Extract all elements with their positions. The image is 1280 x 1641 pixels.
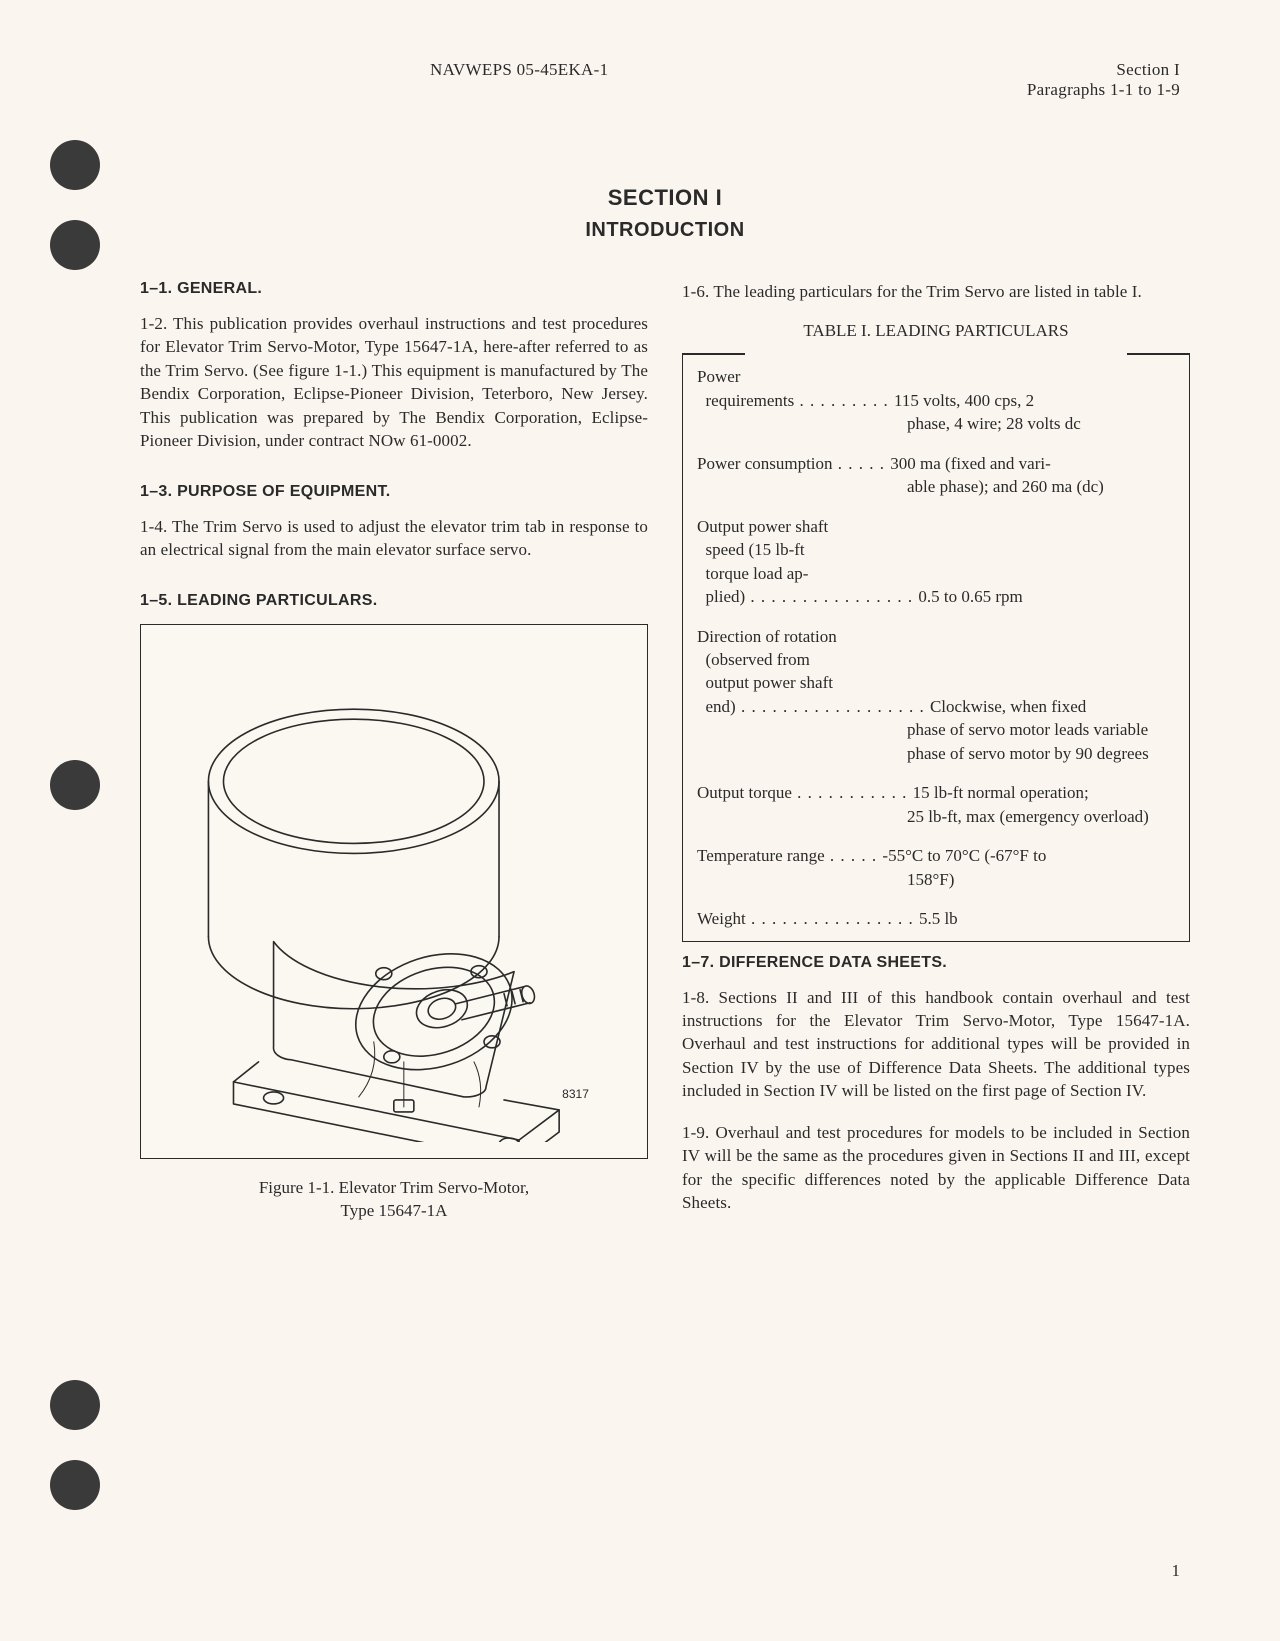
header-section-info: Section I Paragraphs 1-1 to 1-9 [1027,60,1180,100]
punch-hole [50,220,100,270]
section-title: SECTION I [140,185,1190,211]
fig-caption-line1: Figure 1-1. Elevator Trim Servo-Motor, [259,1178,529,1197]
page-header: NAVWEPS 05-45EKA-1 Section I Paragraphs … [140,60,1190,100]
table-1-title: TABLE I. LEADING PARTICULARS [682,321,1190,341]
heading-leading-particulars: 1–5. LEADING PARTICULARS. [140,592,648,610]
figure-1-1: 8317 [140,624,648,1159]
left-column: 1–1. GENERAL. 1-2. This publication prov… [140,280,648,1245]
doc-id: NAVWEPS 05-45EKA-1 [150,60,608,100]
table-entry: Weight . . . . . . . . . . . . . . . . 5… [697,907,1175,930]
para-1-4: 1-4. The Trim Servo is used to adjust th… [140,515,648,562]
page: NAVWEPS 05-45EKA-1 Section I Paragraphs … [0,0,1280,1641]
table-entry: Power requirements . . . . . . . . . 115… [697,365,1175,435]
table-1-box: Power requirements . . . . . . . . . 115… [682,353,1190,941]
section-label: Section I [1027,60,1180,80]
two-column-layout: 1–1. GENERAL. 1-2. This publication prov… [140,280,1190,1245]
table-entry: Direction of rotation (observed from out… [697,625,1175,766]
figure-ref-num: 8317 [562,1087,589,1101]
right-column: 1-6. The leading particulars for the Tri… [682,280,1190,1245]
paragraph-range: Paragraphs 1-1 to 1-9 [1027,80,1180,100]
para-1-9: 1-9. Overhaul and test procedures for mo… [682,1121,1190,1215]
table-entry: Power consumption . . . . . 300 ma (fixe… [697,452,1175,499]
punch-hole [50,1380,100,1430]
table-entry: Output power shaft speed (15 lb-ft torqu… [697,515,1175,609]
page-number: 1 [1172,1561,1181,1581]
heading-difference-data: 1–7. DIFFERENCE DATA SHEETS. [682,954,1190,972]
section-subtitle: INTRODUCTION [140,219,1190,242]
punch-hole [50,1460,100,1510]
heading-general: 1–1. GENERAL. [140,280,648,298]
para-1-6: 1-6. The leading particulars for the Tri… [682,280,1190,303]
table-entry: Temperature range . . . . . -55°C to 70°… [697,844,1175,891]
heading-purpose: 1–3. PURPOSE OF EQUIPMENT. [140,483,648,501]
para-1-2: 1-2. This publication provides overhaul … [140,312,648,453]
fig-caption-line2: Type 15647-1A [341,1201,448,1220]
table-entry: Output torque . . . . . . . . . . . 15 l… [697,781,1175,828]
servo-motor-illustration: 8317 [156,641,632,1142]
punch-hole [50,760,100,810]
punch-hole [50,140,100,190]
figure-caption: Figure 1-1. Elevator Trim Servo-Motor, T… [140,1177,648,1223]
para-1-8: 1-8. Sections II and III of this handboo… [682,986,1190,1103]
